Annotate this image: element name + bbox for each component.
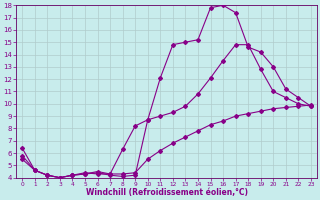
X-axis label: Windchill (Refroidissement éolien,°C): Windchill (Refroidissement éolien,°C) (85, 188, 248, 197)
